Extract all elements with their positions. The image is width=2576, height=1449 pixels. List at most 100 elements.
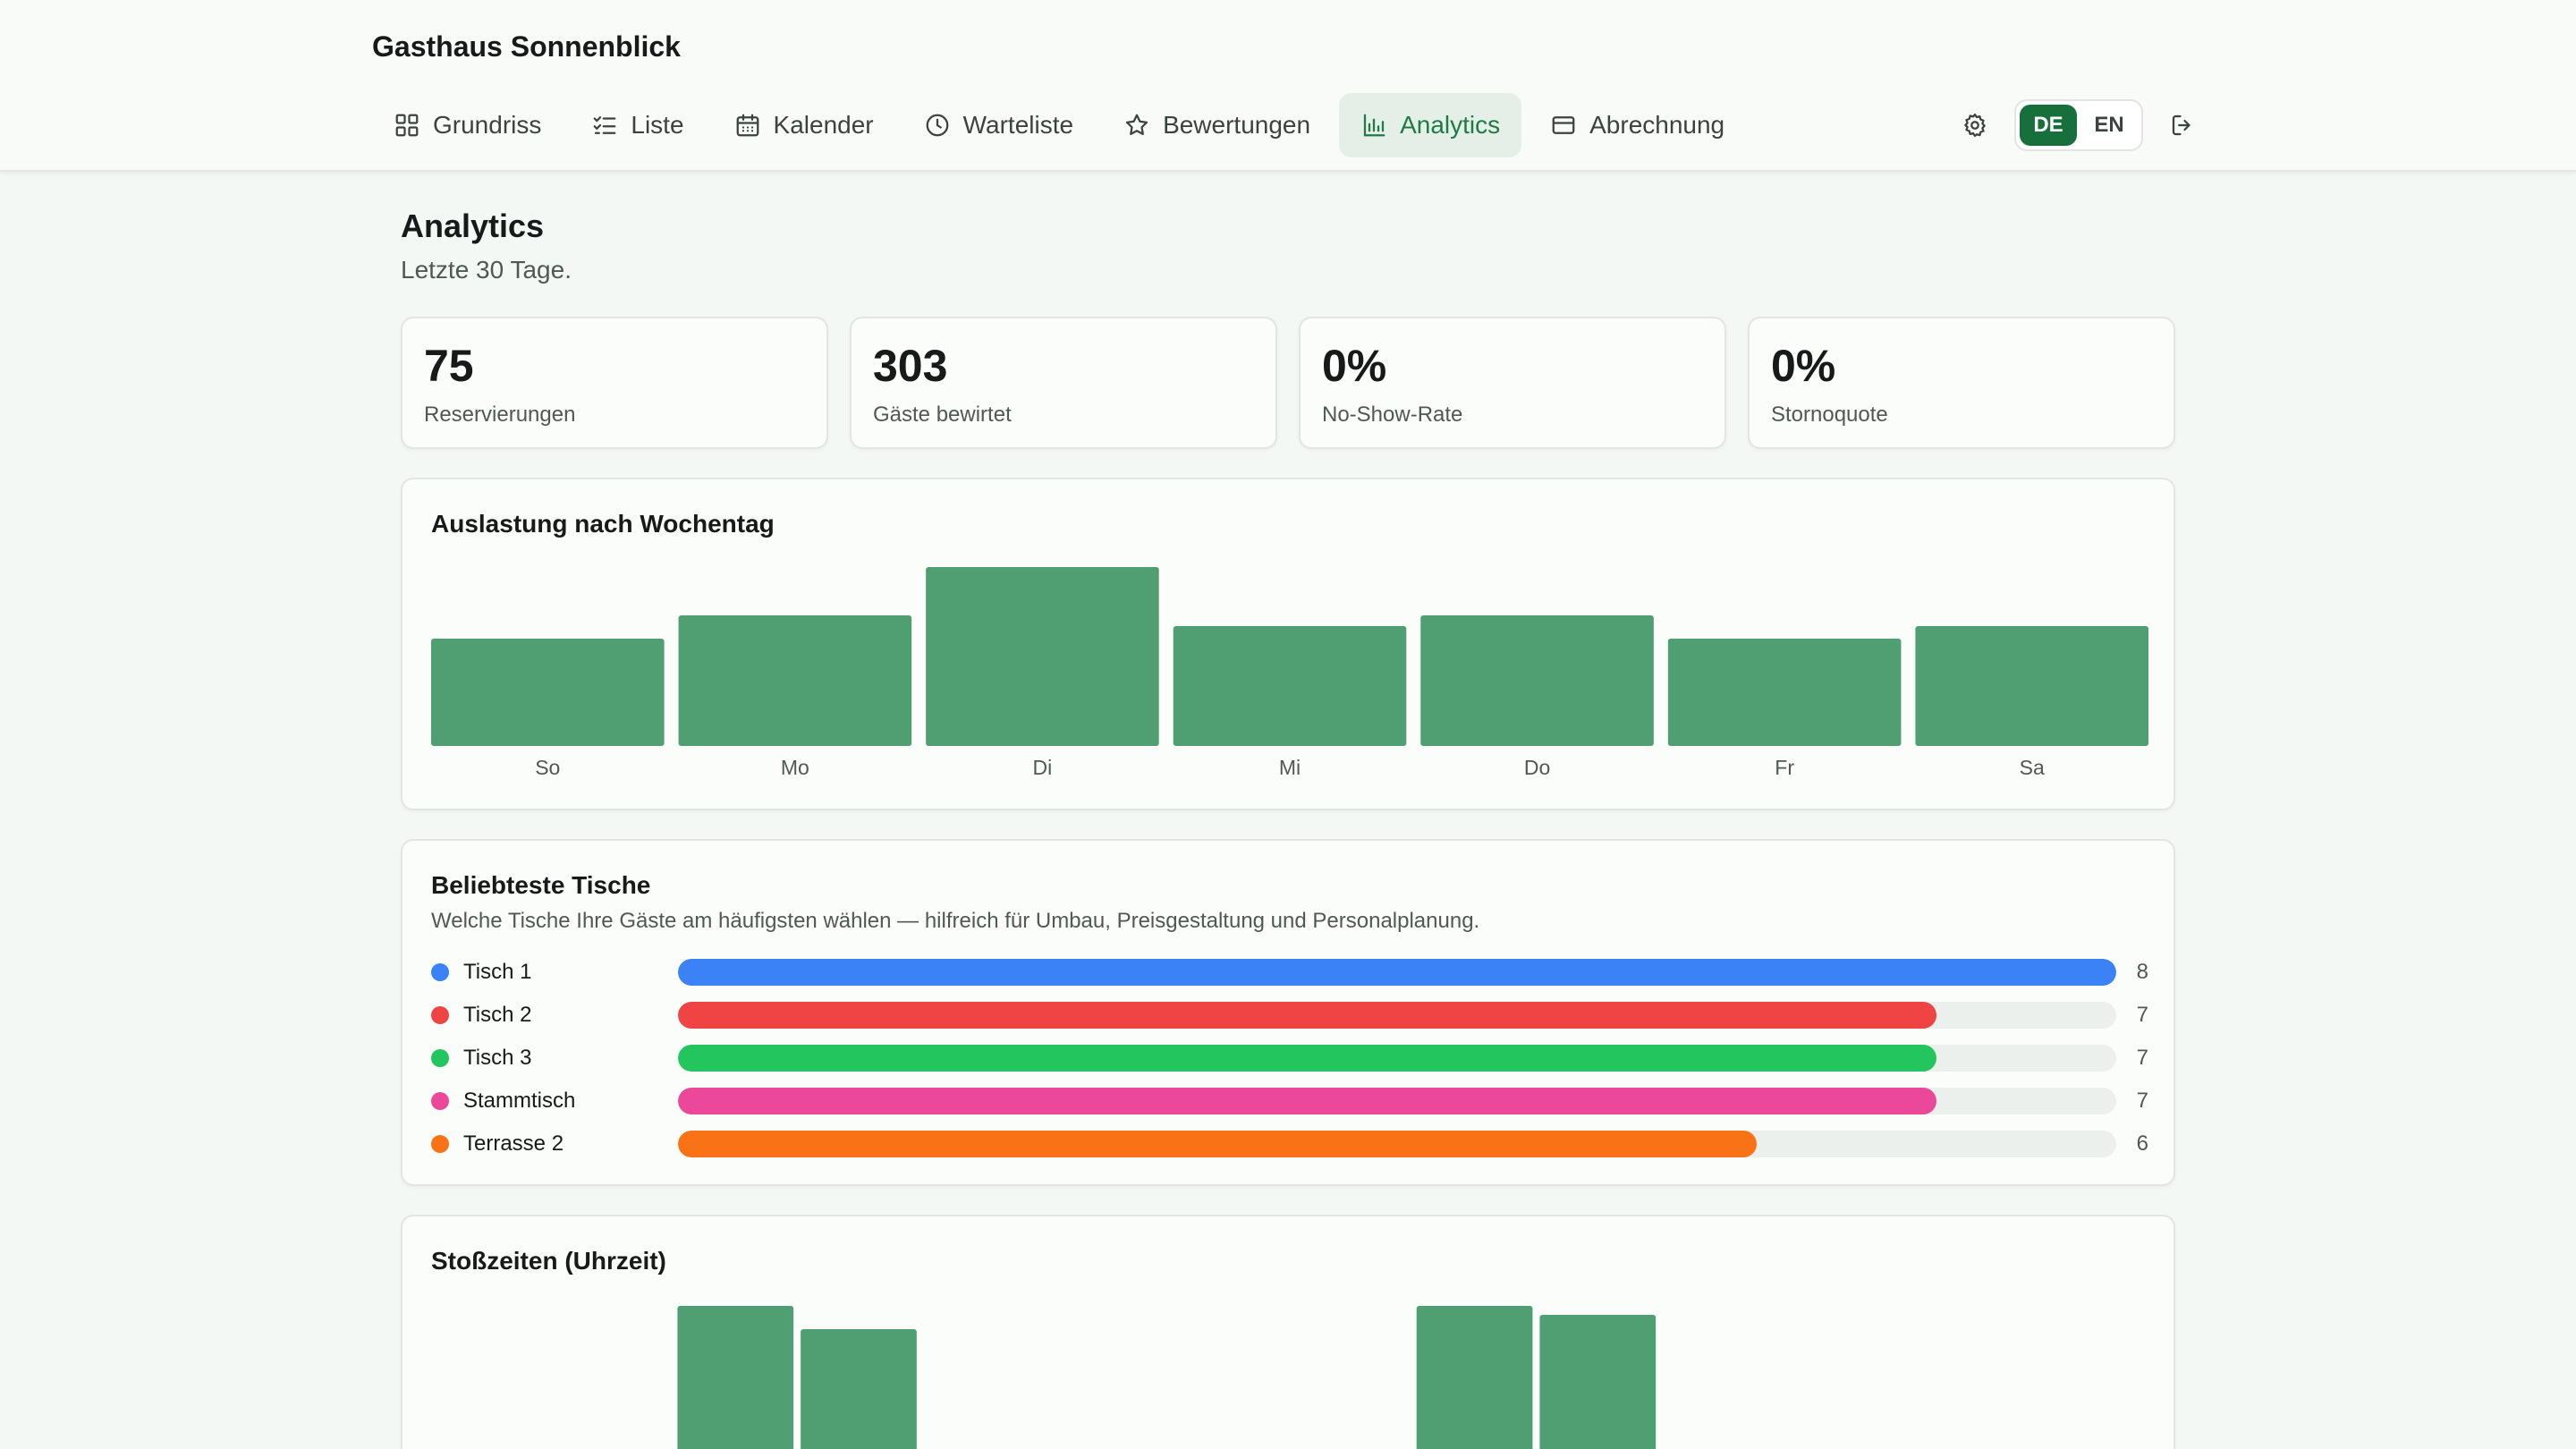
nav-item-label: Bewertungen: [1163, 111, 1311, 139]
weekday-tick-label: So: [535, 756, 560, 779]
kpi-label: Stornoquote: [1771, 402, 1888, 427]
table-name: Terrasse 2: [463, 1131, 564, 1156]
weekday-tick-label: Mi: [1279, 756, 1301, 779]
weekday-chart-title: Auslastung nach Wochentag: [431, 510, 775, 538]
nav-item-grundriss[interactable]: Grundriss: [372, 93, 563, 157]
checklist-icon: [594, 116, 616, 134]
table-color-dot: [431, 1092, 449, 1110]
weekday-tick-label: Fr: [1775, 756, 1794, 779]
kpi-value: 0%: [1322, 341, 1387, 391]
weekday-bar-Fr: [1667, 639, 1902, 746]
weekday-bar-Mo: [678, 615, 912, 746]
page-subtitle: Letzte 30 Tage.: [401, 256, 572, 284]
table-bar-fill: [678, 959, 2116, 986]
peak-hours-card: Stoßzeiten (Uhrzeit): [401, 1215, 2175, 1449]
weekday-chart-card: Auslastung nach Wochentag So Mo Di Mi Do Fr Sa: [401, 478, 2175, 810]
clock-icon: [926, 114, 948, 137]
grid-icon: [395, 114, 419, 137]
kpi-label: No-Show-Rate: [1322, 402, 1463, 427]
nav-item-label: Warteliste: [962, 111, 1074, 139]
kpi-card-reservations: 75 Reservierungen: [401, 317, 828, 449]
lang-en-button[interactable]: EN: [2094, 113, 2124, 137]
lang-de-button[interactable]: DE: [2020, 105, 2077, 146]
main-nav: Grundriss Liste Kalender Warteliste: [372, 93, 1746, 157]
table-name: Stammtisch: [463, 1089, 576, 1113]
header-controls: DE EN: [1953, 93, 2204, 157]
star-icon: [1125, 114, 1148, 135]
nav-item-warteliste[interactable]: Warteliste: [902, 93, 1095, 157]
table-row: Tisch 2 7: [431, 1000, 2148, 1029]
nav-item-bewertungen[interactable]: Bewertungen: [1102, 93, 1332, 157]
credit-card-icon: [1552, 116, 1575, 134]
table-count: 6: [2136, 1131, 2148, 1156]
kpi-value: 303: [873, 341, 948, 391]
weekday-bar-Do: [1420, 615, 1654, 746]
logout-icon: [2172, 114, 2190, 136]
kpi-card-guests: 303 Gäste bewirtet: [850, 317, 1277, 449]
language-toggle: DE EN: [2014, 99, 2143, 151]
table-name: Tisch 3: [463, 1046, 532, 1070]
nav-item-label: Grundriss: [433, 111, 542, 139]
table-color-dot: [431, 963, 449, 981]
nav-item-analytics[interactable]: Analytics: [1339, 93, 1522, 157]
kpi-card-no-show: 0% No-Show-Rate: [1299, 317, 1726, 449]
page-title: Analytics: [401, 208, 545, 244]
table-name: Tisch 1: [463, 960, 532, 984]
brand-title: Gasthaus Sonnenblick: [372, 30, 681, 63]
gear-icon: [1964, 114, 1986, 137]
nav-item-label: Kalender: [773, 111, 874, 139]
nav-item-kalender[interactable]: Kalender: [713, 93, 895, 157]
peak-hour-bar: [1416, 1306, 1533, 1449]
peak-hours-bar-chart: [677, 1306, 1657, 1449]
table-bar-track: [678, 1131, 2116, 1157]
weekday-bar-chart: So Mo Di Mi Do Fr Sa: [431, 567, 2148, 779]
kpi-label: Reservierungen: [424, 402, 576, 427]
peak-hours-title: Stoßzeiten (Uhrzeit): [431, 1247, 666, 1275]
table-bar-track: [678, 1045, 2116, 1072]
nav-item-label: Analytics: [1400, 111, 1501, 139]
table-bar-track: [678, 1088, 2116, 1114]
weekday-tick-label: Do: [1524, 756, 1550, 779]
kpi-label: Gäste bewirtet: [873, 402, 1012, 427]
nav-item-label: Liste: [631, 111, 684, 139]
table-row: Terrasse 2 6: [431, 1129, 2148, 1157]
table-color-dot: [431, 1006, 449, 1024]
popular-tables-description: Welche Tische Ihre Gäste am häufigsten w…: [431, 909, 1480, 933]
table-name: Tisch 2: [463, 1003, 532, 1027]
weekday-bar-So: [431, 639, 665, 746]
weekday-tick-label: Di: [1033, 756, 1053, 779]
nav-item-liste[interactable]: Liste: [570, 93, 705, 157]
bar-chart-icon: [1363, 114, 1385, 137]
weekday-bar-Sa: [1915, 626, 2148, 746]
peak-hour-bar: [1539, 1315, 1657, 1449]
nav-item-label: Abrechnung: [1589, 111, 1725, 139]
table-color-dot: [431, 1049, 449, 1067]
table-bar-fill: [678, 1002, 1936, 1029]
logout-button[interactable]: [2161, 104, 2204, 147]
table-count: 7: [2136, 1089, 2148, 1113]
table-row: Tisch 3 7: [431, 1043, 2148, 1072]
nav-item-abrechnung[interactable]: Abrechnung: [1529, 93, 1746, 157]
table-count: 8: [2136, 960, 2148, 984]
table-row: Stammtisch 7: [431, 1086, 2148, 1114]
table-count: 7: [2136, 1046, 2148, 1070]
table-color-dot: [431, 1135, 449, 1153]
weekday-bar-Mi: [1173, 626, 1407, 746]
peak-hour-bar: [677, 1306, 794, 1449]
popular-tables-title: Beliebteste Tische: [431, 871, 651, 899]
table-bar-track: [678, 1002, 2116, 1029]
app-header: Gasthaus Sonnenblick Grundriss Liste Kal…: [0, 0, 2576, 172]
weekday-tick-label: Sa: [2020, 756, 2045, 779]
kpi-value: 75: [424, 341, 474, 391]
table-bar-fill: [678, 1045, 1936, 1072]
popular-tables-card: Beliebteste Tische Welche Tische Ihre Gä…: [401, 839, 2175, 1186]
calendar-icon: [736, 114, 758, 137]
table-count: 7: [2136, 1003, 2148, 1027]
kpi-card-cancellation: 0% Stornoquote: [1748, 317, 2175, 449]
table-bar-fill: [678, 1088, 1936, 1114]
settings-button[interactable]: [1953, 104, 1996, 147]
table-row: Tisch 1 8: [431, 957, 2148, 986]
kpi-value: 0%: [1771, 341, 1836, 391]
weekday-tick-label: Mo: [781, 756, 809, 779]
table-bar-fill: [678, 1131, 1757, 1157]
